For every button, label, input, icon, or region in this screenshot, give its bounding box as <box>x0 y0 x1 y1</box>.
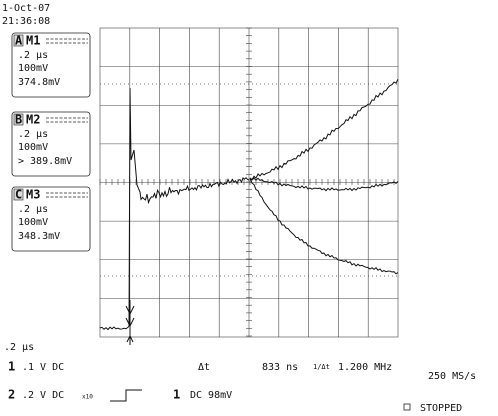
panel-timebase: .2 µs <box>18 129 48 140</box>
ch1-setting: .1 V DC <box>22 362 64 373</box>
trigger-slope <box>110 389 142 402</box>
panel-letter-bg <box>13 113 24 126</box>
waveforms <box>99 78 399 345</box>
inverse-label: 1/Δt <box>313 363 330 371</box>
ch2-number: 2 <box>8 388 15 402</box>
trace <box>99 87 250 331</box>
panel-scale: 100mV <box>18 217 48 228</box>
panel-name: M1 <box>26 34 40 48</box>
trace <box>249 78 399 181</box>
trigger-level: DC 98mV <box>190 390 232 401</box>
panel-name: M3 <box>26 188 40 202</box>
panel-letter: C <box>15 188 22 202</box>
ch1-number: 1 <box>8 360 15 374</box>
panel-frame <box>11 32 91 98</box>
status-icon <box>403 403 411 411</box>
panel-scale: 100mV <box>18 142 48 153</box>
panel-scale: 100mV <box>18 63 48 74</box>
trace <box>249 177 399 275</box>
graticule <box>99 27 399 338</box>
panel-frame <box>11 111 91 177</box>
ch2-probe: x10 <box>82 394 93 401</box>
panel-frame <box>11 186 91 252</box>
trace <box>249 177 399 192</box>
date: 1-Oct-07 <box>2 3 50 14</box>
panel-letter: B <box>15 113 22 127</box>
panel-letter-bg <box>13 188 24 201</box>
panel-timebase: .2 µs <box>18 50 48 61</box>
time: 21:36:08 <box>2 16 50 27</box>
delta-value: 833 ns <box>262 362 298 373</box>
timebase: .2 µs <box>4 342 34 353</box>
panel-letter-bg <box>13 34 24 47</box>
delta-label: Δt <box>198 362 210 373</box>
panel-name: M2 <box>26 113 40 127</box>
panel-reading: 348.3mV <box>18 231 60 242</box>
status: STOPPED <box>420 403 462 414</box>
trigger-source: 1 <box>173 388 180 402</box>
inverse-value: 1.200 MHz <box>338 362 392 373</box>
sample-rate: 250 MS/s <box>428 371 476 382</box>
panel-timebase: .2 µs <box>18 204 48 215</box>
panel-reading: 374.8mV <box>18 77 60 88</box>
ch2-setting: .2 V DC <box>22 390 64 401</box>
panel-reading: > 389.8mV <box>18 156 72 167</box>
panel-letter: A <box>15 34 23 48</box>
memory-panels: A M1 .2 µs 100mV 374.8mV B M2 .2 µs 100mV > 389.8… <box>11 32 91 252</box>
trigger-marker <box>125 300 135 345</box>
